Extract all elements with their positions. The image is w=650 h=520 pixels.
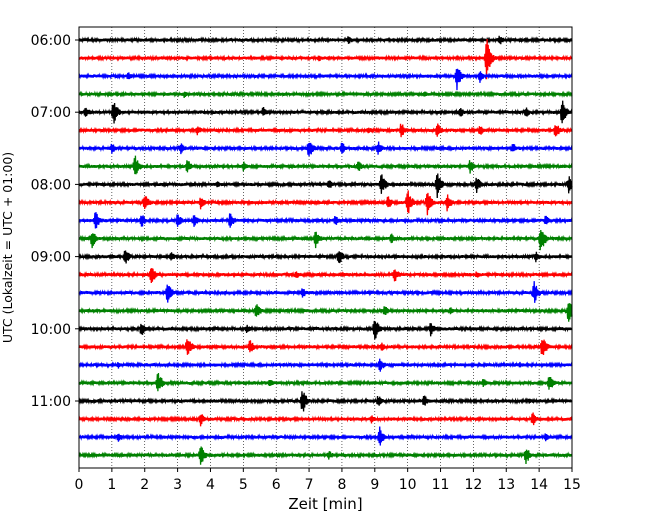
trace-line (78, 339, 573, 355)
x-tick-label: 11 (432, 477, 450, 493)
trace-line (78, 320, 573, 340)
trace-line (78, 412, 573, 427)
y-tick-label: 07:00 (31, 105, 71, 121)
y-tick-label: 06:00 (31, 33, 71, 49)
trace-line (78, 123, 573, 138)
trace-line (78, 35, 573, 45)
x-axis-label: Zeit [min] (288, 495, 362, 513)
trace-line (78, 190, 573, 216)
x-tick-label: 15 (563, 477, 581, 493)
y-tick-label: 09:00 (31, 250, 71, 266)
x-tick-label: 8 (337, 477, 346, 493)
y-tick-label: 11:00 (31, 394, 71, 410)
trace-line (78, 100, 573, 124)
y-axis-ticks: 06:00 07:00 08:00 09:00 10:00 11:00 (31, 33, 79, 410)
trace-line (78, 426, 573, 446)
y-axis-label: UTC (Lokalzeit = UTC + 01:00) (0, 152, 15, 343)
trace-line (78, 212, 573, 229)
x-axis-ticks: 0 1 2 3 4 5 6 7 8 9 10 11 12 13 14 15 (75, 468, 581, 493)
x-tick-label: 14 (530, 477, 548, 493)
trace-line (78, 141, 573, 157)
x-tick-label: 10 (399, 477, 417, 493)
x-tick-label: 12 (464, 477, 482, 493)
trace-line (78, 303, 573, 322)
trace-line (78, 373, 573, 392)
x-tick-label: 4 (206, 477, 215, 493)
x-tick-label: 6 (272, 477, 281, 493)
x-tick-label: 13 (497, 477, 515, 493)
x-tick-label: 3 (173, 477, 182, 493)
trace-line (78, 68, 573, 91)
trace-line (78, 250, 573, 264)
x-tick-label: 2 (140, 477, 149, 493)
y-tick-label: 08:00 (31, 177, 71, 193)
trace-line (78, 358, 573, 372)
trace-line (78, 155, 573, 175)
trace-line (78, 446, 573, 465)
trace-line (78, 90, 573, 98)
trace-line (78, 281, 573, 303)
trace-line (78, 267, 573, 284)
x-tick-label: 5 (239, 477, 248, 493)
x-tick-label: 1 (107, 477, 116, 493)
plot-frame (78, 26, 573, 469)
trace-line (78, 38, 573, 80)
trace-line (78, 173, 573, 198)
y-tick-label: 10:00 (31, 322, 71, 338)
x-tick-label: 0 (75, 477, 84, 493)
x-tick-label: 9 (370, 477, 379, 493)
x-tick-label: 7 (305, 477, 314, 493)
seismic-traces (78, 35, 573, 465)
trace-line (78, 229, 573, 251)
trace-line (78, 391, 573, 412)
